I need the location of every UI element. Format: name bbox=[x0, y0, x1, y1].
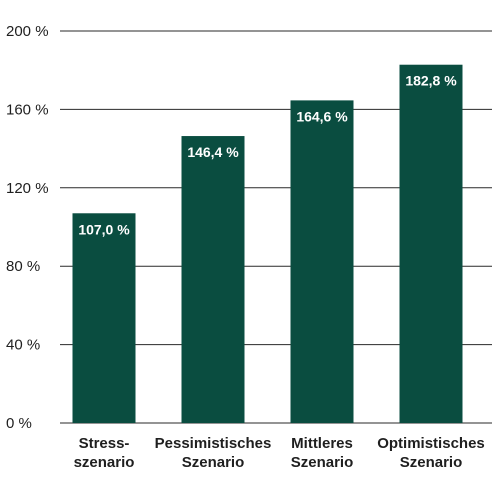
x-category-label: Stress- bbox=[79, 435, 130, 452]
y-tick-label: 0 % bbox=[6, 415, 32, 432]
x-category-label: szenario bbox=[74, 454, 135, 471]
x-category-label: Szenario bbox=[291, 454, 354, 471]
bars bbox=[72, 64, 463, 423]
x-category-label: Szenario bbox=[182, 454, 245, 471]
bar bbox=[72, 213, 136, 423]
bar bbox=[399, 64, 463, 423]
x-category-label: Mittleres bbox=[291, 435, 353, 452]
y-tick-label: 160 % bbox=[6, 101, 49, 118]
data-label: 182,8 % bbox=[405, 73, 457, 89]
data-label: 146,4 % bbox=[187, 144, 239, 160]
x-category-label: Optimistisches bbox=[377, 435, 485, 452]
y-tick-label: 40 % bbox=[6, 337, 40, 354]
category-labels: Stress-szenario Pessimistisches Szenario Mi… bbox=[74, 435, 485, 471]
y-tick-label: 80 % bbox=[6, 258, 40, 275]
bar bbox=[290, 100, 354, 423]
x-category-label: Szenario bbox=[400, 454, 463, 471]
data-labels: 107,0 % 146,4 % 164,6 % 182,8 % bbox=[78, 73, 457, 238]
y-tick-label: 120 % bbox=[6, 180, 49, 197]
y-axis-ticks: 0 % 40 % 80 % 120 % 160 % 200 % bbox=[6, 23, 49, 432]
data-label: 164,6 % bbox=[296, 108, 348, 124]
y-tick-label: 200 % bbox=[6, 23, 49, 40]
bar bbox=[181, 136, 245, 423]
data-label: 107,0 % bbox=[78, 221, 130, 237]
x-category-label: Pessimistisches bbox=[155, 435, 272, 452]
